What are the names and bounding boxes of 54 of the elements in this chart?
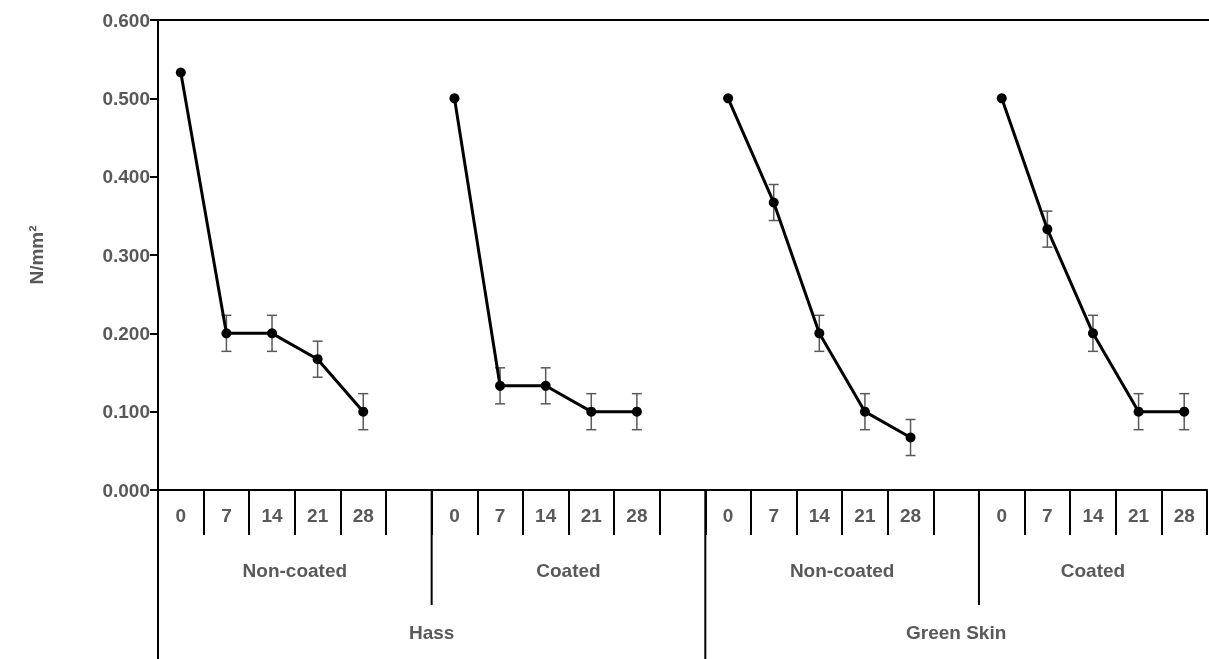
x-tick-label: 14: [535, 505, 557, 526]
x-tick-label: 7: [1042, 505, 1053, 526]
point: [540, 380, 551, 391]
point: [905, 432, 916, 443]
point: [768, 197, 779, 208]
point: [1179, 406, 1190, 417]
x-tick-label: 14: [808, 505, 831, 526]
x-tick-label: 0: [175, 505, 187, 526]
y-tick-label: 0.500: [102, 87, 150, 109]
y-tick-label: 0.400: [102, 166, 150, 188]
x-tick-label: 0: [722, 505, 734, 526]
point: [1087, 328, 1098, 339]
point: [1133, 406, 1144, 417]
point: [814, 328, 825, 339]
x-tick-label: 21: [580, 505, 603, 526]
point: [723, 93, 734, 104]
text: Coated: [536, 559, 601, 581]
point: [586, 406, 597, 417]
text: Green Skin: [905, 621, 1007, 643]
y-tick-label: 0.200: [102, 322, 150, 344]
x-tick-label: 28: [626, 505, 648, 526]
x-tick-label: 0: [449, 505, 460, 526]
x-tick-label: 7: [494, 505, 506, 526]
x-tick-label: 14: [1082, 505, 1104, 526]
point: [267, 328, 278, 339]
x-tick-label: 7: [221, 505, 232, 526]
x-tick-label: 14: [261, 505, 284, 526]
y-tick-label: 0.600: [102, 9, 150, 31]
point: [175, 67, 186, 78]
x-tick-label: 21: [854, 505, 876, 526]
x-tick-label: 0: [996, 505, 1008, 526]
point: [221, 328, 232, 339]
y-tick-label: 0.300: [102, 244, 150, 266]
point: [449, 93, 460, 104]
text: Hass: [408, 621, 455, 643]
point: [996, 93, 1007, 104]
y-tick-label: 0.100: [102, 401, 150, 423]
point: [312, 354, 323, 365]
point: [358, 406, 369, 417]
x-tick-label: 28: [1173, 505, 1195, 526]
point: [631, 406, 642, 417]
x-tick-label: 21: [307, 505, 329, 526]
x-tick-label: 28: [352, 505, 374, 526]
text: Non-coated: [242, 559, 348, 581]
text: Non-coated: [789, 559, 895, 581]
point: [495, 380, 506, 391]
x-tick-label: 21: [1128, 505, 1150, 526]
y-axis-title: N/mm²: [26, 225, 47, 285]
x-tick-label: 7: [768, 505, 780, 526]
point: [1042, 224, 1053, 235]
x-tick-label: 28: [899, 505, 922, 526]
y-tick-label: 0.000: [102, 479, 150, 501]
text: Coated: [1060, 559, 1126, 581]
point: [859, 406, 870, 417]
